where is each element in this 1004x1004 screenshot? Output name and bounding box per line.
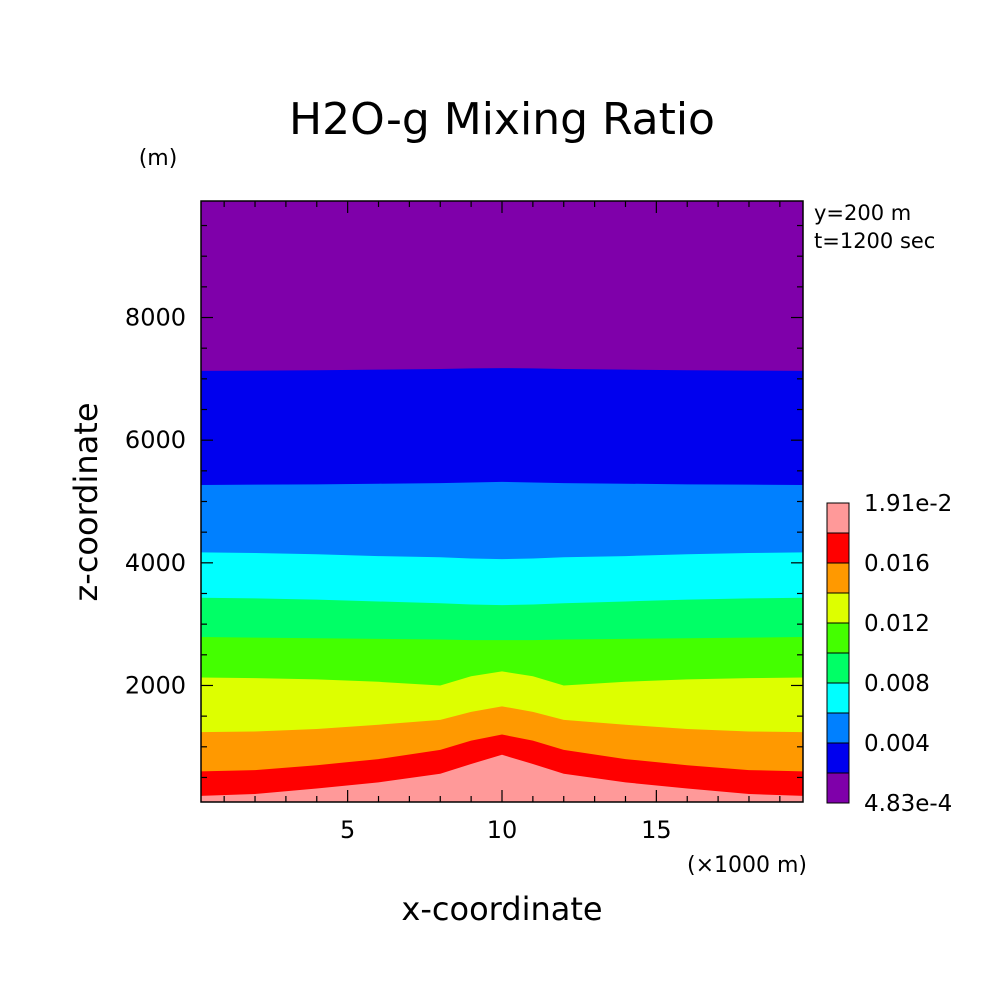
- x-tick-label: 15: [641, 816, 672, 844]
- colorbar-swatch: [826, 772, 850, 804]
- colorbar-swatch: [826, 652, 850, 684]
- colorbar-swatch: [826, 712, 850, 744]
- x-tick-label: 5: [340, 816, 355, 844]
- colorbar-label: 0.008: [864, 671, 930, 697]
- colorbar-label: 4.83e-4: [864, 791, 952, 817]
- x-axis-title: x-coordinate: [401, 890, 602, 928]
- y-tick-label: 8000: [125, 304, 186, 332]
- y-tick-label: 2000: [125, 671, 186, 699]
- tick-labels: 5 10 15 2000 4000 6000 8000: [125, 304, 672, 844]
- y-tick-label: 4000: [125, 549, 186, 577]
- contour-bands: [201, 201, 803, 802]
- colorbar-label: 0.016: [864, 551, 930, 577]
- colorbar-swatch: [826, 532, 850, 564]
- y-axis-title: z-coordinate: [67, 402, 105, 601]
- colorbar-swatch: [826, 682, 850, 714]
- colorbar-label: 0.012: [864, 611, 930, 637]
- x-unit-label: (×1000 m): [687, 853, 807, 878]
- colorbar-swatch: [826, 592, 850, 624]
- y-unit-label: (m): [139, 146, 178, 171]
- annotation-t: t=1200 sec: [814, 229, 935, 253]
- y-tick-label: 6000: [125, 426, 186, 454]
- colorbar-swatch: [826, 622, 850, 654]
- chart-title: H2O-g Mixing Ratio: [289, 94, 715, 145]
- colorbar-label: 1.91e-2: [864, 491, 952, 517]
- annotation-y: y=200 m: [814, 201, 911, 225]
- x-tick-label: 10: [487, 816, 518, 844]
- axis-ticks: [201, 201, 803, 802]
- contour-band-9: [201, 754, 803, 802]
- colorbar-swatch: [826, 562, 850, 594]
- colorbar-label: 0.004: [864, 731, 930, 757]
- colorbar-swatch: [826, 502, 850, 534]
- colorbar-swatch: [826, 742, 850, 774]
- colorbar: 1.91e-2 0.016 0.012 0.008 0.004 4.83e-4: [826, 491, 952, 817]
